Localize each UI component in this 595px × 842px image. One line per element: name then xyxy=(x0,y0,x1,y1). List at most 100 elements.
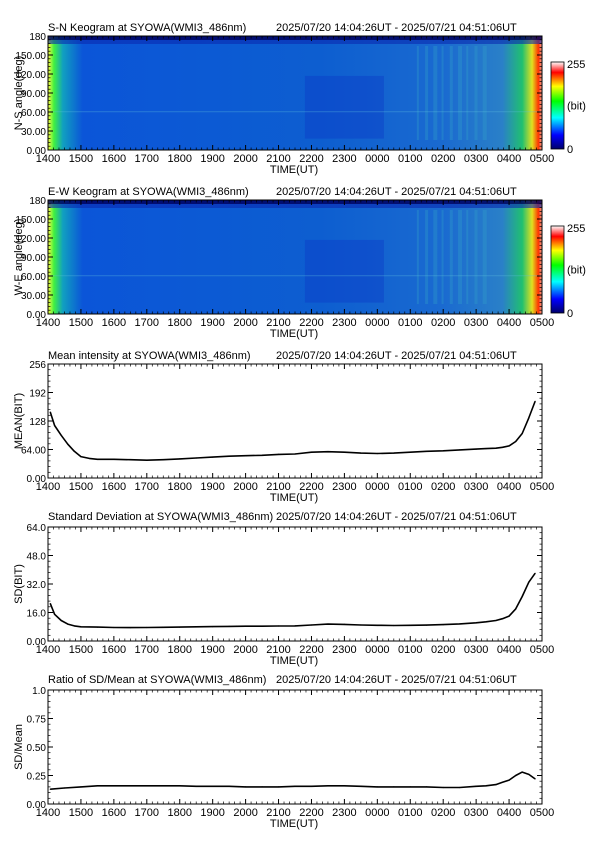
data-point xyxy=(501,446,504,448)
y-axis-label: SD(BIT) xyxy=(13,564,25,604)
data-point xyxy=(146,626,148,629)
x-tick-label: 2300 xyxy=(332,644,356,656)
data-point xyxy=(343,785,345,787)
data-point xyxy=(426,786,428,788)
y-tick-label: 16.0 xyxy=(27,609,47,620)
x-tick-label: 1900 xyxy=(200,153,224,165)
x-tick-label: 1800 xyxy=(167,807,191,819)
data-point xyxy=(73,450,75,452)
x-tick-label: 0000 xyxy=(365,317,389,329)
x-tick-label: 0300 xyxy=(464,644,488,656)
x-tick-label: 0400 xyxy=(497,807,521,819)
panel-2: Mean intensity at SYOWA(WMI3_486nm) 2025/… xyxy=(13,350,554,504)
y-tick-label: 0.00 xyxy=(27,146,47,157)
data-point xyxy=(376,624,378,626)
x-axis-label: TIME(UT) xyxy=(270,328,318,340)
data-point xyxy=(80,456,82,458)
keogram-texture xyxy=(449,46,453,140)
data-point xyxy=(261,454,263,456)
y-tick-label: 64.00 xyxy=(21,446,46,457)
x-tick-label: 0500 xyxy=(530,153,554,165)
x-tick-label: 1700 xyxy=(135,644,159,656)
data-point xyxy=(49,411,51,413)
panel-time-range: 2025/07/20 14:04:26UT - 2025/07/21 04:51… xyxy=(276,186,517,198)
data-point xyxy=(49,603,51,605)
x-tick-label: 1800 xyxy=(167,644,191,656)
x-axis-label: TIME(UT) xyxy=(270,818,318,830)
plot-frame xyxy=(47,363,543,479)
x-tick-label: 2200 xyxy=(299,644,323,656)
x-tick-label: 0200 xyxy=(431,807,455,819)
data-point xyxy=(376,452,378,455)
x-tick-label: 0300 xyxy=(464,807,488,819)
data-point xyxy=(409,451,411,453)
data-point xyxy=(459,623,461,625)
y-tick-label: 90.00 xyxy=(21,253,46,264)
y-tick-label: 0.25 xyxy=(27,772,47,783)
panel-title: Mean intensity at SYOWA(WMI3_486nm) xyxy=(48,350,251,362)
data-point xyxy=(327,623,329,625)
x-axis-label: TIME(UT) xyxy=(270,492,318,504)
x-tick-label: 0500 xyxy=(530,317,554,329)
panel-title: Ratio of SD/Mean at SYOWA(WMI3_486nm) xyxy=(48,674,266,686)
x-axis-label: TIME(UT) xyxy=(270,655,318,667)
x-tick-label: 1500 xyxy=(69,644,93,656)
x-tick-label: 0100 xyxy=(398,644,422,656)
y-tick-label: 0.00 xyxy=(27,474,47,485)
x-tick-label: 2000 xyxy=(233,807,257,819)
colorbar-min: 0 xyxy=(567,308,573,320)
data-point xyxy=(534,400,536,402)
series-line xyxy=(50,771,536,790)
data-point xyxy=(195,785,197,787)
data-point xyxy=(228,625,230,628)
data-point xyxy=(459,786,461,789)
keogram-texture xyxy=(482,46,487,140)
panel-time-range: 2025/07/20 14:04:26UT - 2025/07/21 04:51… xyxy=(276,511,517,523)
y-tick-label: 48.0 xyxy=(27,552,47,563)
x-tick-label: 0300 xyxy=(464,481,488,493)
x-tick-label: 2000 xyxy=(233,481,257,493)
y-tick-label: 256 xyxy=(29,360,46,371)
data-point xyxy=(245,786,247,788)
x-tick-label: 1800 xyxy=(167,481,191,493)
x-tick-label: 2200 xyxy=(299,481,323,493)
y-tick-label: 0.00 xyxy=(27,637,47,648)
data-point xyxy=(534,572,536,574)
keogram-texture xyxy=(433,46,438,140)
data-point xyxy=(277,786,280,788)
data-point xyxy=(96,626,98,628)
x-tick-label: 1800 xyxy=(167,153,191,165)
data-point xyxy=(67,443,69,445)
data-point xyxy=(515,774,517,777)
x-tick-label: 1900 xyxy=(200,481,224,493)
keogram-texture xyxy=(425,46,429,140)
colorbar-label: (bit) xyxy=(567,265,586,277)
keogram-image xyxy=(48,36,542,150)
data-point xyxy=(129,785,131,787)
keogram-texture xyxy=(48,204,542,208)
y-tick-label: 150.00 xyxy=(15,215,46,226)
colorbar xyxy=(550,225,565,314)
y-tick-label: 90.00 xyxy=(21,89,46,100)
colorbar-max: 255 xyxy=(567,223,585,235)
panel-title: S-N Keogram at SYOWA(WMI3_486nm) xyxy=(48,22,246,34)
data-point xyxy=(485,448,487,450)
data-point xyxy=(495,447,497,449)
x-tick-label: 2000 xyxy=(233,317,257,329)
data-point xyxy=(277,453,280,455)
y-tick-label: 0.75 xyxy=(27,715,47,726)
x-tick-label: 0500 xyxy=(530,481,554,493)
data-point xyxy=(485,621,487,623)
data-point xyxy=(162,459,164,461)
panel-title: Standard Deviation at SYOWA(WMI3_486nm) xyxy=(48,511,273,523)
x-tick-label: 0000 xyxy=(365,481,389,493)
x-tick-label: 1700 xyxy=(135,481,159,493)
x-tick-label: 2100 xyxy=(266,644,290,656)
y-tick-label: 120.00 xyxy=(15,70,46,81)
data-point xyxy=(327,785,329,787)
x-tick-label: 0200 xyxy=(431,317,455,329)
y-tick-label: 120.00 xyxy=(15,234,46,245)
panel-3: Standard Deviation at SYOWA(WMI3_486nm) 2… xyxy=(13,511,554,667)
data-point xyxy=(528,581,530,583)
x-tick-label: 1400 xyxy=(36,481,60,493)
